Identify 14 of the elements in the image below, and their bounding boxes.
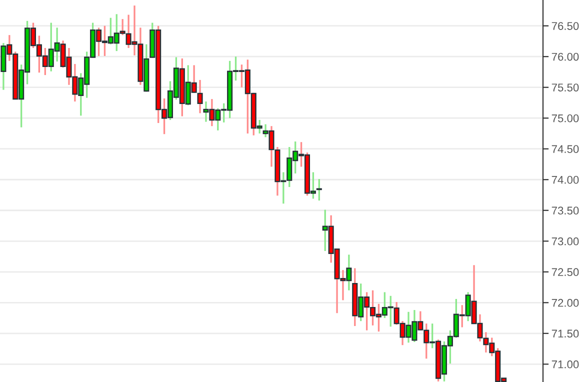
y-tick-label: 73.50 <box>552 206 579 215</box>
y-tick-label: 71.00 <box>552 360 579 368</box>
y-tick-label: 76.00 <box>552 52 579 61</box>
y-tick-label: 74.50 <box>552 145 579 153</box>
y-tick-label: 74.00 <box>552 176 579 184</box>
y-tick-label: 71.50 <box>552 330 579 338</box>
y-tick-label: 73.00 <box>552 237 579 246</box>
y-tick-label: 76.50 <box>552 22 579 30</box>
y-tick-label: 72.50 <box>552 268 579 276</box>
candlestick <box>197 79 203 114</box>
candlestick <box>316 178 322 202</box>
y-tick-label: 72.00 <box>552 298 579 307</box>
y-tick-label: 75.00 <box>552 114 579 122</box>
y-tick-label: 75.50 <box>552 84 579 92</box>
